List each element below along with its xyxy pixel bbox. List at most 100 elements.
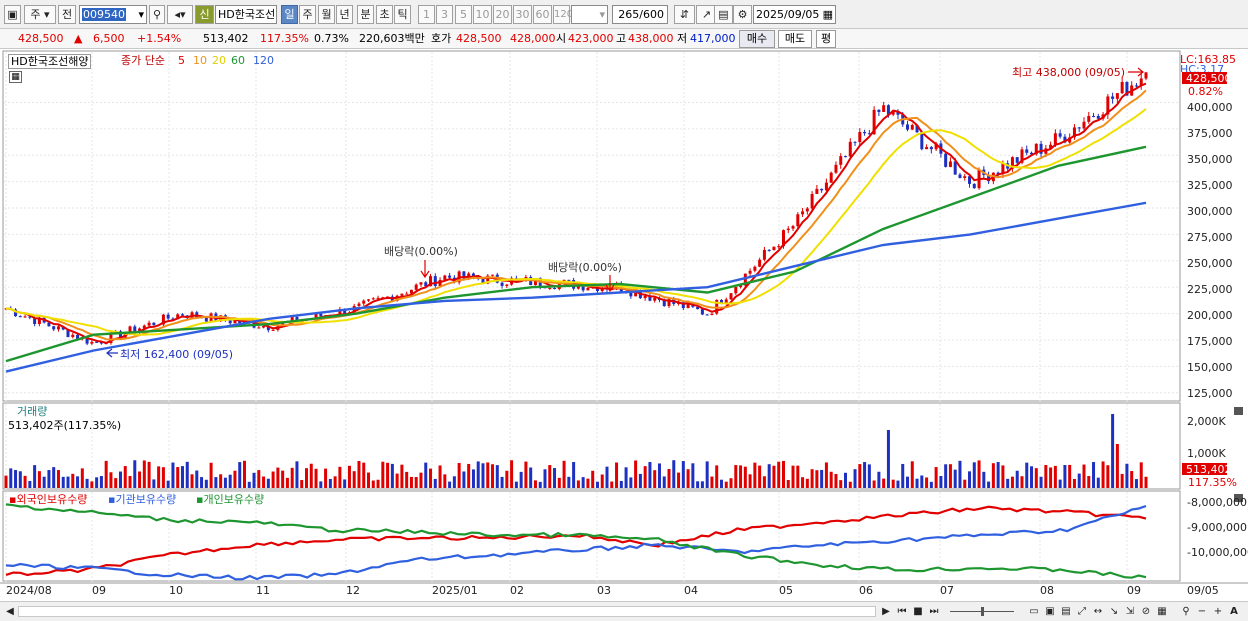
volume-bar	[677, 472, 681, 488]
scroll-right-icon[interactable]: ▶	[882, 606, 890, 617]
scroll-left-icon[interactable]: ◀	[6, 606, 14, 617]
price-panel-title[interactable]: HD한국조선해양	[8, 54, 92, 69]
market-select[interactable]: 주 ▾	[24, 5, 56, 24]
date-field[interactable]: 2025/09/05 ▦	[753, 5, 836, 24]
volume-bar	[867, 464, 871, 488]
table-icon[interactable]: ▦	[9, 71, 22, 83]
speaker-icon[interactable]: ◂▾	[167, 5, 193, 24]
candle-body	[848, 141, 852, 157]
tool-icon-9[interactable]: ▦	[1157, 606, 1167, 617]
candle-body	[1030, 152, 1034, 155]
count-field[interactable]: 265/600	[612, 5, 668, 24]
zoom-search-icon[interactable]: ⚲	[1182, 606, 1190, 617]
tool-icon-5[interactable]: ↔	[1093, 606, 1103, 617]
volume-bar	[772, 465, 776, 488]
dropdown-icon: ▾	[599, 8, 605, 21]
holding-close-icon[interactable]	[1234, 494, 1243, 502]
interval-30[interactable]: 30	[513, 5, 532, 24]
volume-bar	[638, 473, 642, 488]
candle-body	[176, 314, 180, 320]
interval-3[interactable]: 3	[436, 5, 453, 24]
tab-month[interactable]: 월	[318, 5, 335, 24]
interval-60[interactable]: 60	[533, 5, 552, 24]
eval-button[interactable]: 평	[816, 30, 836, 48]
legend-individual: ▪개인보유수량	[196, 493, 265, 506]
interval-10[interactable]: 10	[473, 5, 492, 24]
stock-name-field[interactable]: HD한국조선	[215, 5, 277, 24]
save-icon[interactable]: ▤	[714, 5, 733, 24]
volume-bar	[996, 461, 1000, 488]
candle-body	[1015, 157, 1019, 163]
tab-tick[interactable]: 틱	[394, 5, 411, 24]
buy-button[interactable]: 매수	[739, 30, 775, 48]
candle-body	[739, 285, 743, 288]
search-icon[interactable]: ⚲	[149, 5, 165, 24]
chart-zoom-icon[interactable]: ⇵	[674, 5, 695, 24]
tab-minute[interactable]: 분	[357, 5, 374, 24]
prev-button[interactable]: 전	[58, 5, 76, 24]
chart-area[interactable]	[0, 49, 1248, 602]
volume-bar	[281, 470, 285, 488]
candle-body	[815, 188, 819, 194]
tool-icon-2[interactable]: ▣	[1045, 606, 1055, 617]
volume-bar	[266, 478, 270, 488]
bottom-scrollbar[interactable]: ◀ ▶ ⏮ ■ ⏭ ▭ ▣ ▤ ⤢ ↔ ↘ ⇲ ⊘ ▦ ⚲ − + A	[0, 601, 1248, 621]
volume-bar	[953, 469, 957, 488]
candle-body	[786, 228, 790, 231]
bid-value: 428,000	[510, 32, 556, 45]
last-icon[interactable]: ⏭	[929, 606, 939, 617]
interval-20[interactable]: 20	[493, 5, 512, 24]
candle-body	[696, 306, 700, 310]
volume-bar	[390, 463, 394, 488]
first-icon[interactable]: ⏮	[897, 606, 907, 617]
tab-second[interactable]: 초	[376, 5, 393, 24]
volume-bar	[462, 471, 466, 488]
volume-bar	[438, 465, 442, 488]
volume-bar	[376, 479, 380, 488]
auto-icon[interactable]: A	[1230, 606, 1238, 617]
gear-icon[interactable]: ⚙	[733, 5, 752, 24]
tab-year[interactable]: 년	[336, 5, 353, 24]
interval-select[interactable]: ▾	[571, 5, 608, 24]
volume-bar	[429, 468, 433, 488]
tool-icon-3[interactable]: ▤	[1061, 606, 1071, 617]
volume-bar	[233, 470, 237, 488]
window-icon[interactable]: ▣	[4, 5, 21, 24]
stock-code-input[interactable]: 009540 ▾	[79, 5, 147, 24]
sell-button[interactable]: 매도	[778, 30, 812, 48]
candle-body	[47, 322, 51, 327]
candle-body	[801, 211, 805, 215]
stop-icon[interactable]: ■	[913, 606, 923, 617]
volume-bar	[781, 460, 785, 488]
volume-bar	[600, 474, 604, 488]
open-value: 423,000	[568, 32, 614, 45]
tool-icon-8[interactable]: ⊘	[1141, 606, 1151, 617]
volume-bar	[691, 463, 695, 488]
tool-icon-7[interactable]: ⇲	[1125, 606, 1135, 617]
interval-5[interactable]: 5	[455, 5, 472, 24]
volume-close-icon[interactable]	[1234, 407, 1243, 415]
tool-icon-1[interactable]: ▭	[1029, 606, 1039, 617]
zoom-handle[interactable]	[981, 607, 984, 616]
candle-body	[1001, 163, 1005, 175]
lc-label: LC:163.85	[1180, 53, 1237, 66]
zoom-out-icon[interactable]: −	[1197, 606, 1207, 617]
zoom-in-icon[interactable]: +	[1213, 606, 1223, 617]
volume-bar	[753, 462, 757, 488]
tab-day[interactable]: 일	[281, 5, 298, 24]
interval-1[interactable]: 1	[418, 5, 435, 24]
ma-label: 종가 단순	[121, 54, 165, 67]
tab-week[interactable]: 주	[299, 5, 316, 24]
candle-body	[419, 282, 423, 285]
volume-bar	[610, 481, 614, 488]
volume-bar	[133, 460, 137, 488]
tool-icon-4[interactable]: ⤢	[1078, 606, 1086, 617]
candle-body	[648, 295, 652, 301]
pct-tag: 0.82%	[1188, 85, 1223, 98]
ask-value: 428,500	[456, 32, 502, 45]
interval-120[interactable]: 120	[553, 5, 573, 24]
scroll-track[interactable]	[18, 606, 876, 617]
tool-icon-6[interactable]: ↘	[1109, 606, 1119, 617]
candle-body	[443, 275, 447, 280]
candle-body	[343, 309, 347, 315]
